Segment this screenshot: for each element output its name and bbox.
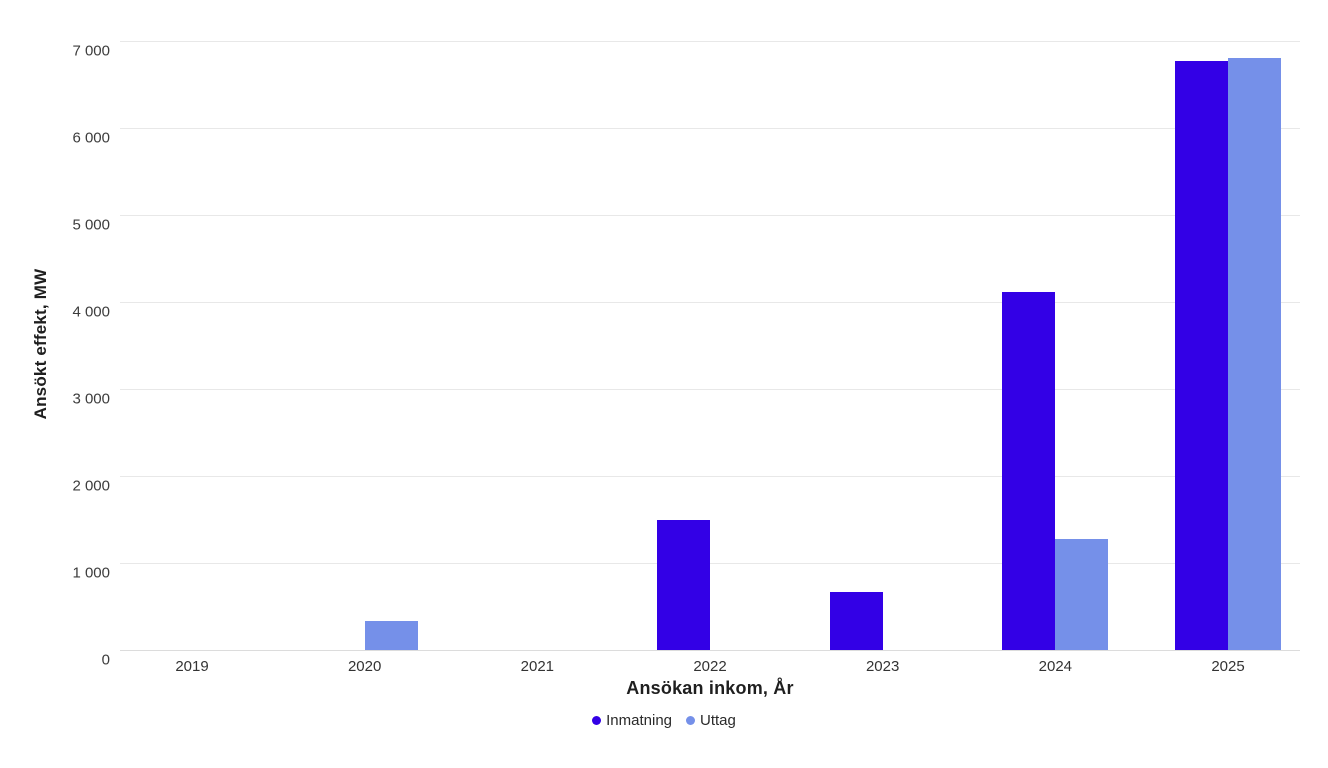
bar-uttag-2020[interactable] [364,621,418,650]
x-tick-label-2023: 2023 [865,658,900,675]
bar-uttag-2025[interactable] [1228,58,1281,650]
legend-label-uttag: Uttag [700,712,736,729]
x-tick-label-2025: 2025 [1211,658,1245,675]
y-tick-label-0: 0 [101,651,110,669]
legend-marker-inmatning-icon [592,716,602,725]
gridline-5000 [120,214,1300,216]
bar-inmatning-2022[interactable] [657,520,710,650]
bar-uttag-2024[interactable] [1055,538,1109,650]
bar-inmatning-2023[interactable] [829,591,883,650]
gridline-6000 [120,127,1300,129]
legend-item-inmatning[interactable]: Inmatning [592,712,672,729]
gridline-0 [120,649,1300,651]
gridline-2000 [120,475,1300,477]
bar-inmatning-2024[interactable] [1002,291,1056,650]
x-tick-label-2024: 2024 [1038,658,1073,675]
legend-label-inmatning: Inmatning [606,712,672,729]
legend: Inmatning Uttag [0,712,1328,729]
y-tick-label-3000: 3 000 [72,390,110,408]
y-tick-label-1000: 1 000 [72,564,110,582]
x-tick-label-2020: 2020 [347,658,382,675]
x-axis-title: Ansökan inkom, År [626,678,794,698]
y-tick-label-4000: 4 000 [72,303,110,321]
x-tick-label-2021: 2021 [520,658,555,675]
y-tick-label-7000: 7 000 [72,42,110,60]
legend-item-uttag[interactable]: Uttag [686,712,736,729]
y-tick-label-6000: 6 000 [72,129,110,147]
y-axis-title: Ansökt effekt, MW [31,268,50,420]
legend-marker-uttag-icon [686,716,695,725]
gridline-4000 [120,301,1300,303]
gridline-7000 [120,40,1300,42]
gridline-3000 [120,388,1300,390]
y-tick-label-2000: 2 000 [72,477,110,495]
y-tick-label-5000: 5 000 [72,216,110,234]
x-tick-label-2019: 2019 [175,658,209,675]
gridline-1000 [120,562,1300,564]
plot-area: 0 1 000 2 000 3 000 4 000 5 000 6 000 7 000 2019… [72,40,1300,675]
bar-inmatning-2025[interactable] [1175,61,1228,650]
x-tick-label-2022: 2022 [693,658,727,675]
